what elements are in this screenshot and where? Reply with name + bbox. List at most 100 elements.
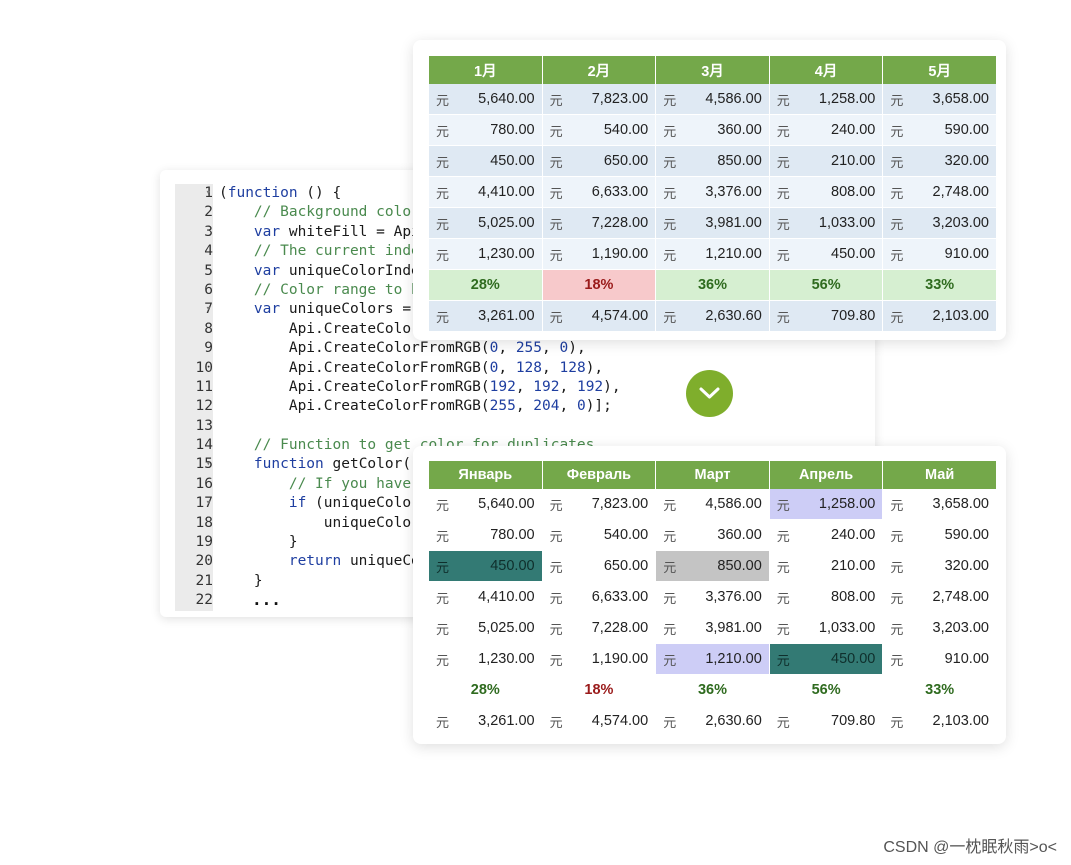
column-header[interactable]: 4月 xyxy=(769,56,884,84)
column-header[interactable]: Март xyxy=(655,461,770,489)
table-cell[interactable]: 元 2,748.00 xyxy=(882,176,997,208)
table-cell[interactable]: 元 320.00 xyxy=(882,145,997,177)
column-header[interactable]: Май xyxy=(882,461,997,489)
table-cell[interactable]: 元 3,658.00 xyxy=(882,84,997,115)
table-cell[interactable]: 元 450.00 xyxy=(769,238,884,270)
table-cell[interactable]: 元 4,574.00 xyxy=(542,300,657,332)
currency-symbol: 元 xyxy=(549,216,563,232)
percent-cell[interactable]: 18% xyxy=(542,269,657,301)
table-cell[interactable]: 元 709.80 xyxy=(769,300,884,332)
table-cell[interactable]: 元 1,033.00 xyxy=(769,612,884,644)
table-cell[interactable]: 元 808.00 xyxy=(769,176,884,208)
table-cell[interactable]: 元 4,410.00 xyxy=(429,581,543,613)
cell-value: 7,228.00 xyxy=(591,215,649,231)
table-cell[interactable]: 元 5,640.00 xyxy=(429,489,543,520)
table-cell[interactable]: 元 3,203.00 xyxy=(882,207,997,239)
percent-cell[interactable]: 18% xyxy=(542,674,657,706)
table-cell[interactable]: 元 650.00 xyxy=(542,550,657,582)
table-cell[interactable]: 元 6,633.00 xyxy=(542,176,657,208)
table-cell[interactable]: 元 450.00 xyxy=(429,550,543,582)
table-cell[interactable]: 元 4,586.00 xyxy=(655,489,770,520)
table-cell[interactable]: 元 2,103.00 xyxy=(882,300,997,332)
column-header[interactable]: 5月 xyxy=(882,56,997,84)
table-cell[interactable]: 元 850.00 xyxy=(655,550,770,582)
column-header[interactable]: Февраль xyxy=(542,461,657,489)
table-cell[interactable]: 元 3,981.00 xyxy=(655,612,770,644)
table-cell[interactable]: 元 210.00 xyxy=(769,550,884,582)
percent-cell[interactable]: 56% xyxy=(769,269,884,301)
table-cell[interactable]: 元 450.00 xyxy=(769,643,884,675)
table-cell[interactable]: 元 5,640.00 xyxy=(429,84,543,115)
table-cell[interactable]: 元 1,190.00 xyxy=(542,643,657,675)
table-cell[interactable]: 元 3,376.00 xyxy=(655,176,770,208)
column-header[interactable]: Январь xyxy=(429,461,543,489)
table-cell[interactable]: 元 850.00 xyxy=(655,145,770,177)
table-cell[interactable]: 元 910.00 xyxy=(882,238,997,270)
percent-cell[interactable]: 28% xyxy=(429,674,543,706)
table-cell[interactable]: 元 3,981.00 xyxy=(655,207,770,239)
column-header[interactable]: 2月 xyxy=(542,56,657,84)
table-cell[interactable]: 元 320.00 xyxy=(882,550,997,582)
table-cell[interactable]: 元 1,033.00 xyxy=(769,207,884,239)
table-cell[interactable]: 元 780.00 xyxy=(429,114,543,146)
column-header[interactable]: 3月 xyxy=(655,56,770,84)
table-cell[interactable]: 元 3,376.00 xyxy=(655,581,770,613)
fold-toggle-icon[interactable]: ▾ xyxy=(205,498,211,509)
table-cell[interactable]: 元 2,630.60 xyxy=(655,705,770,737)
percent-cell[interactable]: 36% xyxy=(655,674,770,706)
table-cell[interactable]: 元 1,258.00 xyxy=(769,489,884,520)
table-cell[interactable]: 元 7,228.00 xyxy=(542,207,657,239)
table-cell[interactable]: 元 3,261.00 xyxy=(429,705,543,737)
table-cell[interactable]: 元 650.00 xyxy=(542,145,657,177)
table-cell[interactable]: 元 590.00 xyxy=(882,519,997,551)
fold-toggle-icon[interactable]: ▾ xyxy=(205,304,211,315)
table-cell[interactable]: 元 2,630.60 xyxy=(655,300,770,332)
table-cell[interactable]: 元 360.00 xyxy=(655,519,770,551)
percent-cell[interactable]: 28% xyxy=(429,269,543,301)
percent-cell[interactable]: 33% xyxy=(882,674,997,706)
table-cell[interactable]: 元 1,230.00 xyxy=(429,238,543,270)
table-cell[interactable]: 元 808.00 xyxy=(769,581,884,613)
table-cell[interactable]: 元 3,261.00 xyxy=(429,300,543,332)
table-cell[interactable]: 元 240.00 xyxy=(769,114,884,146)
table-cell[interactable]: 元 590.00 xyxy=(882,114,997,146)
table-cell[interactable]: 元 3,658.00 xyxy=(882,489,997,520)
fold-toggle-icon[interactable]: ▾ xyxy=(205,188,211,198)
table-cell[interactable]: 元 540.00 xyxy=(542,114,657,146)
table-cell[interactable]: 元 4,574.00 xyxy=(542,705,657,737)
table-cell[interactable]: 元 6,633.00 xyxy=(542,581,657,613)
column-header[interactable]: Апрель xyxy=(769,461,884,489)
table-cell[interactable]: 元 7,228.00 xyxy=(542,612,657,644)
table-cell[interactable]: 元 4,586.00 xyxy=(655,84,770,115)
watermark: CSDN @一枕眠秋雨>o< xyxy=(883,839,1057,856)
table-cell[interactable]: 元 7,823.00 xyxy=(542,489,657,520)
percent-cell[interactable]: 36% xyxy=(655,269,770,301)
table-cell[interactable]: 元 910.00 xyxy=(882,643,997,675)
column-header[interactable]: 1月 xyxy=(429,56,543,84)
cell-value: 6,633.00 xyxy=(591,589,649,605)
table-cell[interactable]: 元 4,410.00 xyxy=(429,176,543,208)
table-cell[interactable]: 元 709.80 xyxy=(769,705,884,737)
currency-symbol: 元 xyxy=(436,714,450,730)
table-cell[interactable]: 元 1,210.00 xyxy=(655,238,770,270)
percent-cell[interactable]: 33% xyxy=(882,269,997,301)
table-cell[interactable]: 元 780.00 xyxy=(429,519,543,551)
table-cell[interactable]: 元 210.00 xyxy=(769,145,884,177)
table-cell[interactable]: 元 450.00 xyxy=(429,145,543,177)
table-cell[interactable]: 元 1,230.00 xyxy=(429,643,543,675)
percent-cell[interactable]: 56% xyxy=(769,674,884,706)
table-cell[interactable]: 元 360.00 xyxy=(655,114,770,146)
table-cell[interactable]: 元 1,258.00 xyxy=(769,84,884,115)
table-cell[interactable]: 元 240.00 xyxy=(769,519,884,551)
table-cell[interactable]: 元 3,203.00 xyxy=(882,612,997,644)
table-cell[interactable]: 元 2,103.00 xyxy=(882,705,997,737)
transform-arrow-button[interactable] xyxy=(686,370,733,417)
table-cell[interactable]: 元 5,025.00 xyxy=(429,207,543,239)
table-cell[interactable]: 元 7,823.00 xyxy=(542,84,657,115)
table-cell[interactable]: 元 2,748.00 xyxy=(882,581,997,613)
fold-toggle-icon[interactable]: ▾ xyxy=(205,459,211,470)
table-cell[interactable]: 元 1,210.00 xyxy=(655,643,770,675)
table-cell[interactable]: 元 5,025.00 xyxy=(429,612,543,644)
table-cell[interactable]: 元 540.00 xyxy=(542,519,657,551)
table-cell[interactable]: 元 1,190.00 xyxy=(542,238,657,270)
